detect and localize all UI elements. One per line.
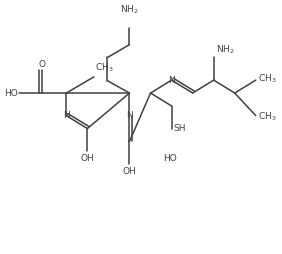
Text: HO: HO xyxy=(4,89,18,98)
Text: CH$_3$: CH$_3$ xyxy=(95,62,114,74)
Text: CH$_3$: CH$_3$ xyxy=(258,73,277,85)
Text: N: N xyxy=(168,76,175,85)
Text: N: N xyxy=(63,111,70,120)
Text: NH$_2$: NH$_2$ xyxy=(216,44,235,56)
Text: OH: OH xyxy=(123,167,136,176)
Text: HO: HO xyxy=(163,154,177,163)
Text: N: N xyxy=(126,111,133,120)
Text: NH$_2$: NH$_2$ xyxy=(120,3,139,16)
Text: O: O xyxy=(39,60,46,69)
Text: OH: OH xyxy=(80,154,94,163)
Text: CH$_3$: CH$_3$ xyxy=(258,111,277,123)
Text: SH: SH xyxy=(173,124,186,133)
